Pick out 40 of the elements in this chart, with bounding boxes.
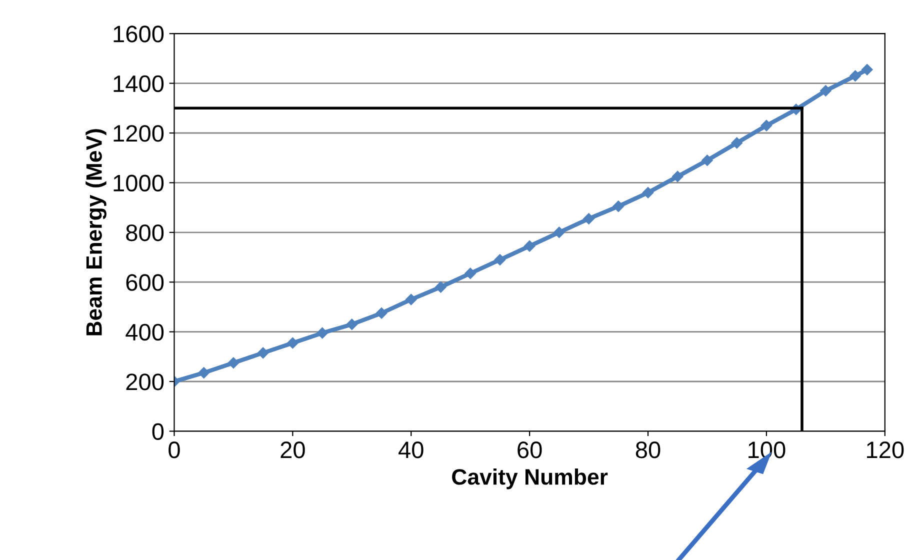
x-tick-label: 80 [636,442,660,458]
point [376,308,388,319]
y-tick-label: 1600 [114,26,164,42]
y-tick-label: 1400 [114,75,164,92]
x-tick-label: 60 [518,442,542,458]
point [287,337,298,349]
y-tick-label: 800 [126,224,164,242]
point [406,294,417,306]
y-tick-label: 1200 [114,125,164,142]
point [760,120,772,132]
y-tick-label: 400 [126,324,164,341]
x-tick-label: 0 [168,442,180,458]
y-tick-label: 200 [126,374,164,390]
point [554,226,565,238]
point [524,240,536,252]
point [672,170,684,182]
y-tick-label: 0 [152,423,164,440]
point [731,137,742,149]
point [316,327,328,339]
point [642,187,654,198]
point [862,64,873,76]
y-tick-label: 600 [126,274,164,291]
x-tick-label: 40 [398,442,424,458]
y-axis-title: Beam Energy (MeV) [86,129,106,336]
point [702,154,713,166]
point [583,213,594,224]
point [612,200,624,212]
point [346,318,358,330]
point [494,254,506,266]
point [464,268,476,280]
point [820,85,832,96]
x-tick-label: 120 [867,442,904,458]
point [198,367,210,378]
point [228,357,240,368]
x-axis-title: Cavity Number [452,468,608,490]
point [257,347,269,359]
point [850,70,861,82]
point [435,281,446,293]
y-tick-label: 1000 [114,174,164,192]
x-tick-label: 20 [280,442,305,458]
